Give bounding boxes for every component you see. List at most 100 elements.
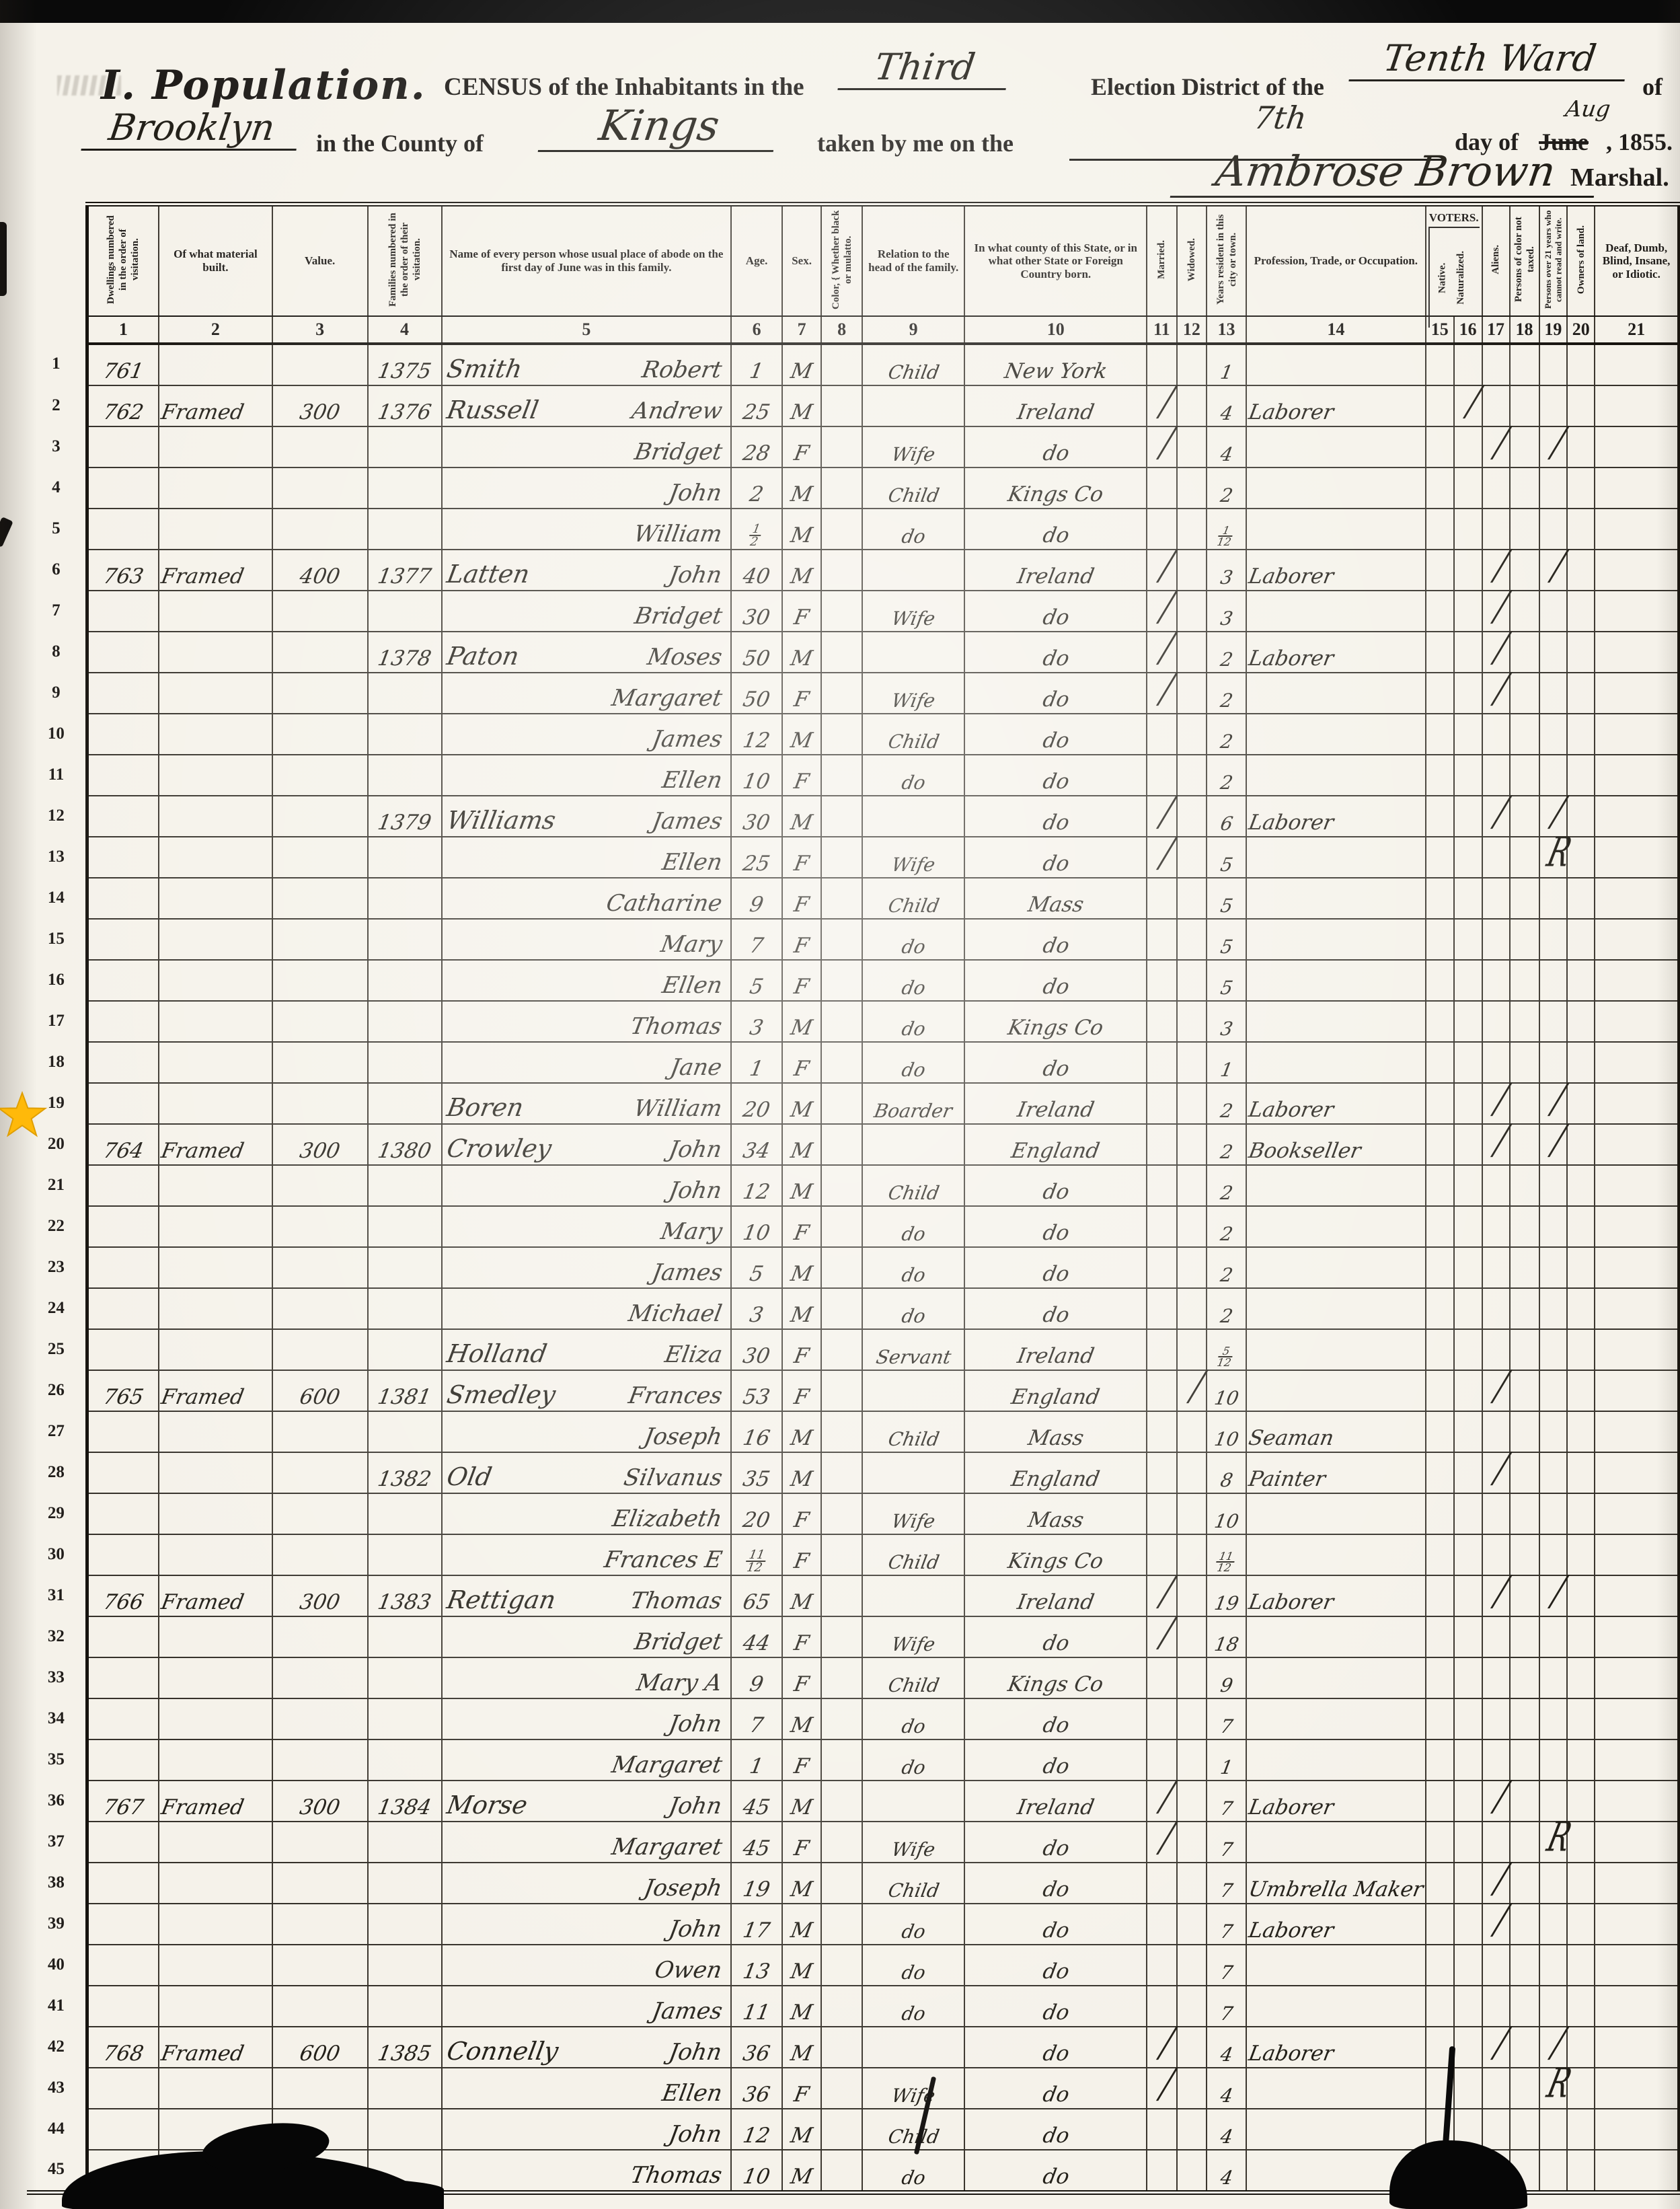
cell-voters-naturalized bbox=[1453, 1329, 1482, 1371]
cell-material bbox=[158, 1822, 272, 1863]
cell-sex: M bbox=[781, 1698, 822, 1740]
cell-dwelling bbox=[86, 1986, 159, 2027]
cell-value: 10 bbox=[1212, 1428, 1241, 1450]
cell-value: M bbox=[789, 2000, 815, 2025]
column-label: Persons of color not taxed. bbox=[1513, 217, 1536, 303]
cell-dwelling bbox=[86, 509, 159, 550]
cell-owners-of-land bbox=[1566, 2109, 1595, 2150]
cell-profession bbox=[1245, 1616, 1426, 1658]
name-pair: Holland Eliza bbox=[445, 1339, 729, 1368]
cell-value bbox=[271, 632, 368, 673]
cell-material bbox=[158, 344, 272, 386]
column-number: 19 bbox=[1538, 316, 1568, 345]
cell-cannot-read-write bbox=[1538, 1781, 1568, 1822]
cell-color bbox=[820, 1370, 862, 1412]
cell-value: do bbox=[1040, 770, 1071, 794]
cell-years: 3 bbox=[1206, 591, 1246, 632]
cell-widowed bbox=[1176, 2109, 1207, 2150]
cell-profession bbox=[1245, 1534, 1426, 1576]
cell-value: 600 bbox=[271, 2027, 368, 2068]
line-number-column-header bbox=[27, 204, 89, 316]
cell-profession bbox=[1245, 1329, 1426, 1371]
name-pair: John bbox=[445, 1711, 729, 1737]
cell-value: 768 bbox=[101, 2042, 146, 2066]
cell-widowed bbox=[1176, 591, 1207, 632]
cell-widowed bbox=[1176, 796, 1207, 837]
cell-value: 53 bbox=[741, 1385, 772, 1409]
cell-value: 9 bbox=[748, 1672, 766, 1696]
cell-age: 13 bbox=[730, 1945, 782, 1986]
cell-value: Wife bbox=[890, 854, 938, 876]
cell-value: 5 bbox=[1218, 936, 1235, 958]
cell-value: 1 12 bbox=[1216, 513, 1237, 549]
cell-owners-of-land bbox=[1566, 755, 1595, 796]
cell-family bbox=[367, 1739, 442, 1781]
cell-family: 1382 bbox=[367, 1452, 442, 1494]
cell-value: 7 bbox=[748, 1713, 766, 1737]
fraction: 11 12 bbox=[744, 1548, 767, 1575]
line-number: 7 bbox=[27, 591, 89, 632]
cell-family bbox=[367, 960, 442, 1002]
cell-persons-of-color bbox=[1509, 1822, 1539, 1863]
cell-married bbox=[1146, 1534, 1177, 1576]
cell-voters-naturalized bbox=[1453, 550, 1482, 591]
cell-family: 1375 bbox=[367, 344, 442, 386]
line-number: 20 bbox=[27, 1124, 89, 1165]
cell-aliens bbox=[1481, 2109, 1510, 2150]
cell-married bbox=[1146, 1698, 1177, 1740]
cell-owners-of-land bbox=[1566, 796, 1595, 837]
cell-age: 10 bbox=[730, 755, 782, 796]
cell-years: 11 12 bbox=[1206, 1534, 1246, 1576]
cell-relation bbox=[861, 1452, 965, 1494]
cell-value: Framed bbox=[159, 1139, 246, 1163]
cell-aliens bbox=[1481, 878, 1510, 920]
cell-value: F bbox=[792, 687, 812, 712]
cell-voters-native bbox=[1424, 1534, 1454, 1576]
name-pair: Smith Robert bbox=[445, 354, 729, 383]
table-row: 36 767 Framed 300 1384 Morse John 45 M Ireland / 7 L… bbox=[27, 1772, 1680, 1822]
cell-family bbox=[367, 2109, 442, 2150]
cell-name: William bbox=[441, 509, 732, 550]
line-number: 10 bbox=[27, 714, 89, 755]
cell-value: Child bbox=[886, 1879, 941, 1902]
cell-value: 10 bbox=[741, 770, 772, 794]
cell-relation bbox=[861, 1781, 965, 1822]
cell-voters-naturalized bbox=[1453, 1493, 1482, 1535]
cell-married bbox=[1146, 919, 1177, 961]
cell-value bbox=[271, 1452, 368, 1494]
cell-value: 761 bbox=[101, 359, 146, 383]
line-number: 16 bbox=[27, 960, 89, 1001]
cell-years: 2 bbox=[1206, 755, 1246, 796]
cell-value: F bbox=[792, 1221, 812, 1245]
cell-value: M bbox=[789, 1467, 815, 1491]
cell-color bbox=[820, 1124, 862, 1166]
cell-aliens bbox=[1481, 960, 1510, 1002]
cell-cannot-read-write: / bbox=[1538, 1115, 1570, 1166]
cell-value: do bbox=[899, 525, 927, 548]
cell-aliens: / bbox=[1481, 1567, 1513, 1617]
cell-owners-of-land bbox=[1566, 1945, 1595, 1986]
cell-cannot-read-write bbox=[1538, 1001, 1568, 1043]
column-header-naturalized: Naturalized. bbox=[1455, 250, 1466, 305]
line-number: 5 bbox=[27, 509, 89, 550]
cell-value: M bbox=[789, 1180, 815, 1204]
cell-value: Laborer bbox=[1246, 2042, 1336, 2066]
cell-cannot-read-write bbox=[1538, 1534, 1568, 1576]
cell-voters-naturalized bbox=[1453, 1739, 1482, 1781]
cell-name: James bbox=[441, 714, 732, 755]
column-number: 3 bbox=[271, 316, 368, 345]
cell-age: 50 bbox=[730, 673, 782, 714]
name-pair: Margaret bbox=[445, 685, 729, 712]
line-number: 28 bbox=[27, 1452, 89, 1493]
cell-profession bbox=[1245, 1945, 1426, 1986]
cell-value: 25 bbox=[741, 852, 772, 876]
cell-family: 1378 bbox=[367, 632, 442, 673]
cell-family bbox=[367, 1534, 442, 1576]
cell-owners-of-land bbox=[1566, 1657, 1595, 1699]
cell-married: / bbox=[1146, 1813, 1178, 1863]
cell-voters-naturalized bbox=[1453, 1124, 1482, 1166]
cell-value: Child bbox=[886, 731, 941, 753]
cell-age: 2 bbox=[730, 467, 782, 509]
